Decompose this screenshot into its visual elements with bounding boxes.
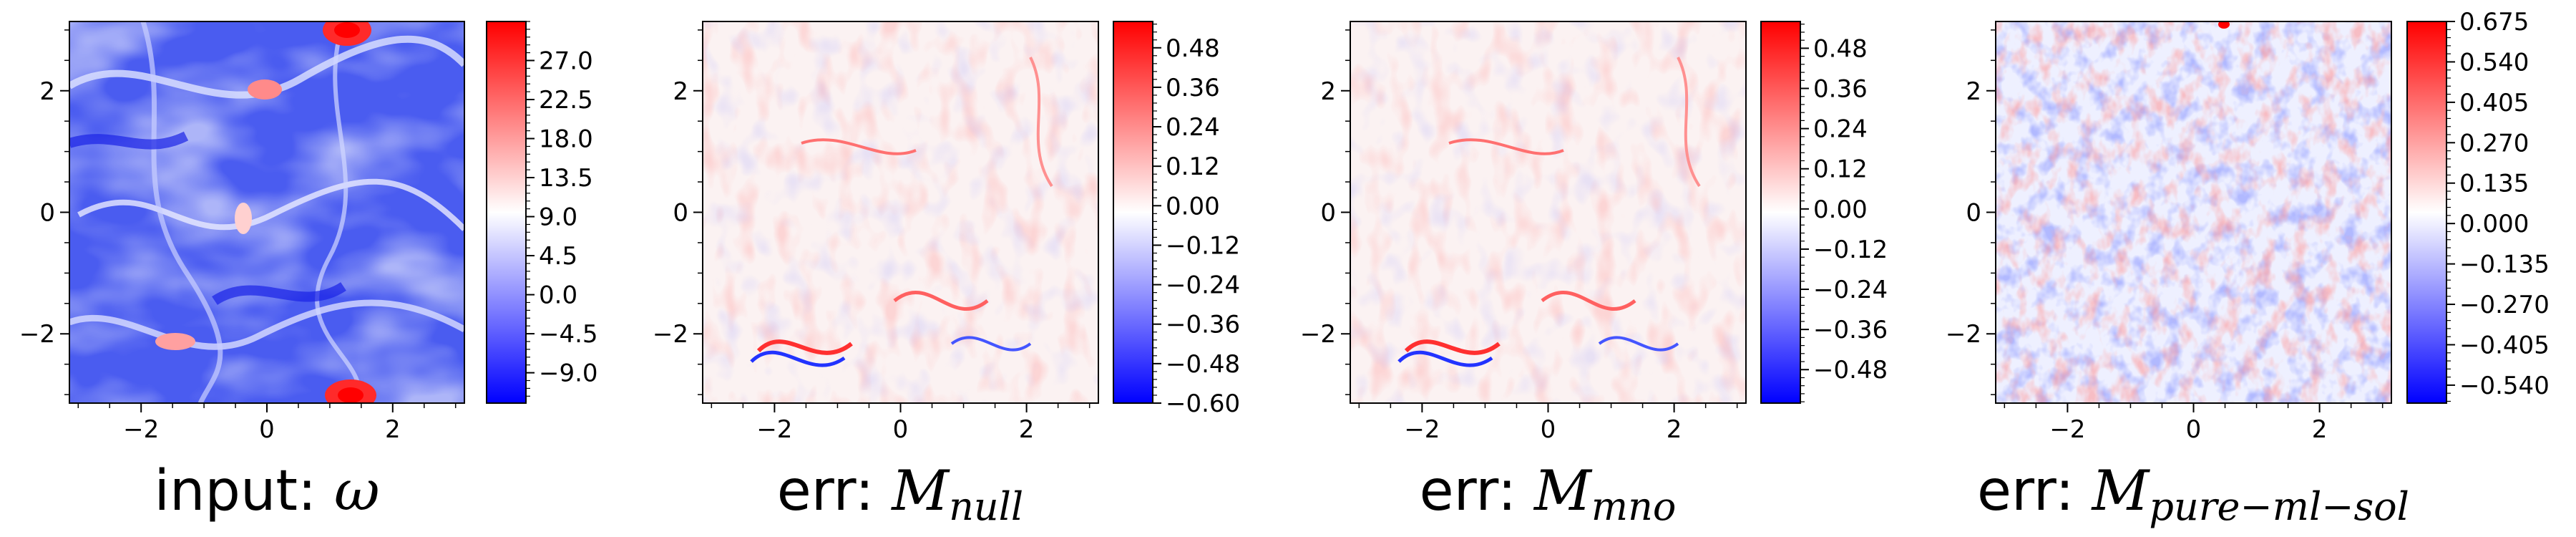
colorbar-tick-label: 0.36	[1813, 75, 1868, 104]
title-symbol: M	[1533, 459, 1593, 523]
colorbar-tick-label: 0.540	[2459, 48, 2529, 77]
x-tick-label: 0	[2186, 415, 2202, 444]
x-axis: −2 0 2	[711, 403, 1091, 444]
x-tick-label: 0	[893, 415, 909, 444]
y-tick-label: 2	[39, 77, 55, 106]
colorbar-tick-label: −0.48	[1813, 356, 1888, 384]
y-tick-label: 0	[1320, 199, 1336, 228]
colorbar-tick-label: 0.00	[1166, 192, 1220, 221]
colorbar-tick-label: −0.24	[1166, 271, 1240, 300]
title-subscript: null	[949, 484, 1023, 529]
colorbar: 0.675 0.540 0.405 0.270 0.135 0.000 −0.135 −0.2…	[2406, 8, 2550, 404]
x-tick-label: −2	[756, 415, 792, 444]
panel-input: −2 0 2 2 0 −2 27.0 22.5 18.0 13.5 9.0 4.5 0.0 −4.5 −…	[19, 21, 598, 523]
colorbar-tick-label: 0.675	[2459, 8, 2529, 37]
colorbar-tick-label: −0.270	[2459, 291, 2550, 319]
colorbar-tick-label: 0.24	[1813, 115, 1868, 144]
x-tick-label: −2	[2049, 415, 2085, 444]
y-tick-label: −2	[1300, 320, 1336, 349]
colorbar-tick-label: −0.48	[1166, 350, 1240, 379]
colorbar-tick-label: −0.36	[1813, 316, 1888, 344]
x-tick-label: 2	[1667, 415, 1682, 444]
panel-title: err: Mmno	[1420, 459, 1677, 529]
panel-err-null: −2 0 2 2 0 −2 0.48 0.36 0.24 0.12 0.00 −0.12 −0.24…	[653, 21, 1240, 529]
colorbar-tick-label: 0.000	[2459, 210, 2529, 238]
colorbar-tick-label: −0.24	[1813, 276, 1888, 304]
colorbar-tick-label: 27.0	[539, 47, 593, 76]
colorbar-tick-label: 0.12	[1813, 155, 1868, 184]
colorbar-tick-label: 0.0	[539, 281, 577, 310]
colorbar-tick-label: 0.48	[1166, 34, 1220, 63]
panel-err-pure-ml-sol: −2 0 2 2 0 −2 0.675 0.540 0.405 0.270 0.135 0.000…	[1946, 8, 2550, 529]
colorbar-tick-label: 0.135	[2459, 170, 2529, 198]
colorbar-tick-label: 9.0	[539, 203, 577, 232]
heatmap-image	[69, 21, 464, 403]
y-tick-label: 2	[1966, 77, 1981, 106]
y-axis: 2 0 −2	[653, 29, 703, 395]
y-axis: 2 0 −2	[1946, 29, 1996, 395]
x-tick-label: −2	[1404, 415, 1440, 444]
colorbar-tick-label: −0.405	[2459, 331, 2550, 359]
colorbar-tick-label: −0.135	[2459, 251, 2550, 279]
colorbar: 0.48 0.36 0.24 0.12 0.00 −0.12 −0.24 −0.36 −0.48…	[1113, 21, 1240, 418]
colorbar-tick-label: 13.5	[539, 164, 593, 193]
y-axis: 2 0 −2	[19, 29, 69, 395]
title-symbol: M	[890, 459, 950, 523]
y-tick-label: 0	[1966, 199, 1981, 228]
x-tick-label: −2	[123, 415, 159, 444]
colorbar-tick-label: 22.5	[539, 86, 593, 115]
title-prefix: err:	[1420, 459, 1534, 523]
y-tick-label: −2	[19, 320, 55, 349]
colorbar-tick-label: 0.12	[1166, 153, 1220, 181]
title-symbol: ω	[334, 459, 380, 523]
colorbar-tick-label: 0.405	[2459, 89, 2529, 117]
colorbar: 27.0 22.5 18.0 13.5 9.0 4.5 0.0 −4.5 −9.0	[486, 21, 598, 404]
y-tick-label: 2	[1320, 77, 1336, 106]
colorbar-tick-label: 18.0	[539, 125, 593, 154]
colorbar-tick-label: −4.5	[539, 320, 598, 349]
colorbar-tick-label: −0.36	[1166, 311, 1240, 339]
title-prefix: input:	[154, 459, 334, 523]
colorbar-tick-label: −0.12	[1166, 231, 1240, 260]
y-tick-label: −2	[653, 320, 688, 349]
x-tick-label: 0	[259, 415, 275, 444]
colorbar-tick-label: 0.36	[1166, 74, 1220, 102]
heatmap-image	[703, 21, 1098, 403]
panel-title: input: ω	[154, 459, 379, 523]
title-prefix: err:	[1977, 459, 2092, 523]
colorbar-tick-label: −9.0	[539, 359, 598, 388]
title-subscript: pure−ml−sol	[2149, 484, 2409, 529]
colorbar-tick-label: −0.540	[2459, 372, 2550, 400]
x-tick-label: 2	[385, 415, 401, 444]
y-tick-label: 2	[673, 77, 688, 106]
colorbar: 0.48 0.36 0.24 0.12 0.00 −0.12 −0.24 −0.36 −0.48	[1760, 21, 1888, 404]
colorbar-tick-label: 0.24	[1166, 113, 1220, 142]
colorbar-tick-label: 0.270	[2459, 129, 2529, 158]
heatmap-image	[1350, 21, 1746, 403]
x-axis: −2 0 2	[2004, 403, 2384, 444]
x-axis: −2 0 2	[1358, 403, 1738, 444]
colorbar-tick-label: 4.5	[539, 242, 577, 271]
title-prefix: err:	[777, 459, 892, 523]
x-axis: −2 0 2	[77, 403, 457, 444]
title-symbol: M	[2091, 459, 2151, 523]
panel-title: err: Mnull	[777, 459, 1023, 529]
colorbar-tick-label: −0.12	[1813, 236, 1888, 264]
y-tick-label: 0	[673, 199, 688, 228]
y-tick-label: 0	[39, 199, 55, 228]
colorbar-tick-label: −0.60	[1166, 390, 1240, 418]
panel-err-mno: −2 0 2 2 0 −2 0.48 0.36 0.24 0.12 0.00 −0.12 −0.24…	[1300, 21, 1888, 529]
y-tick-label: −2	[1946, 320, 1981, 349]
y-axis: 2 0 −2	[1300, 29, 1350, 395]
colorbar-tick-label: 0.00	[1813, 195, 1868, 224]
x-tick-label: 0	[1541, 415, 1556, 444]
title-subscript: mno	[1591, 484, 1677, 529]
panel-title: err: Mpure−ml−sol	[1977, 459, 2409, 529]
colorbar-tick-label: 0.48	[1813, 34, 1868, 63]
x-tick-label: 2	[1019, 415, 1035, 444]
heatmap-image	[1996, 21, 2391, 403]
x-tick-label: 2	[2312, 415, 2328, 444]
